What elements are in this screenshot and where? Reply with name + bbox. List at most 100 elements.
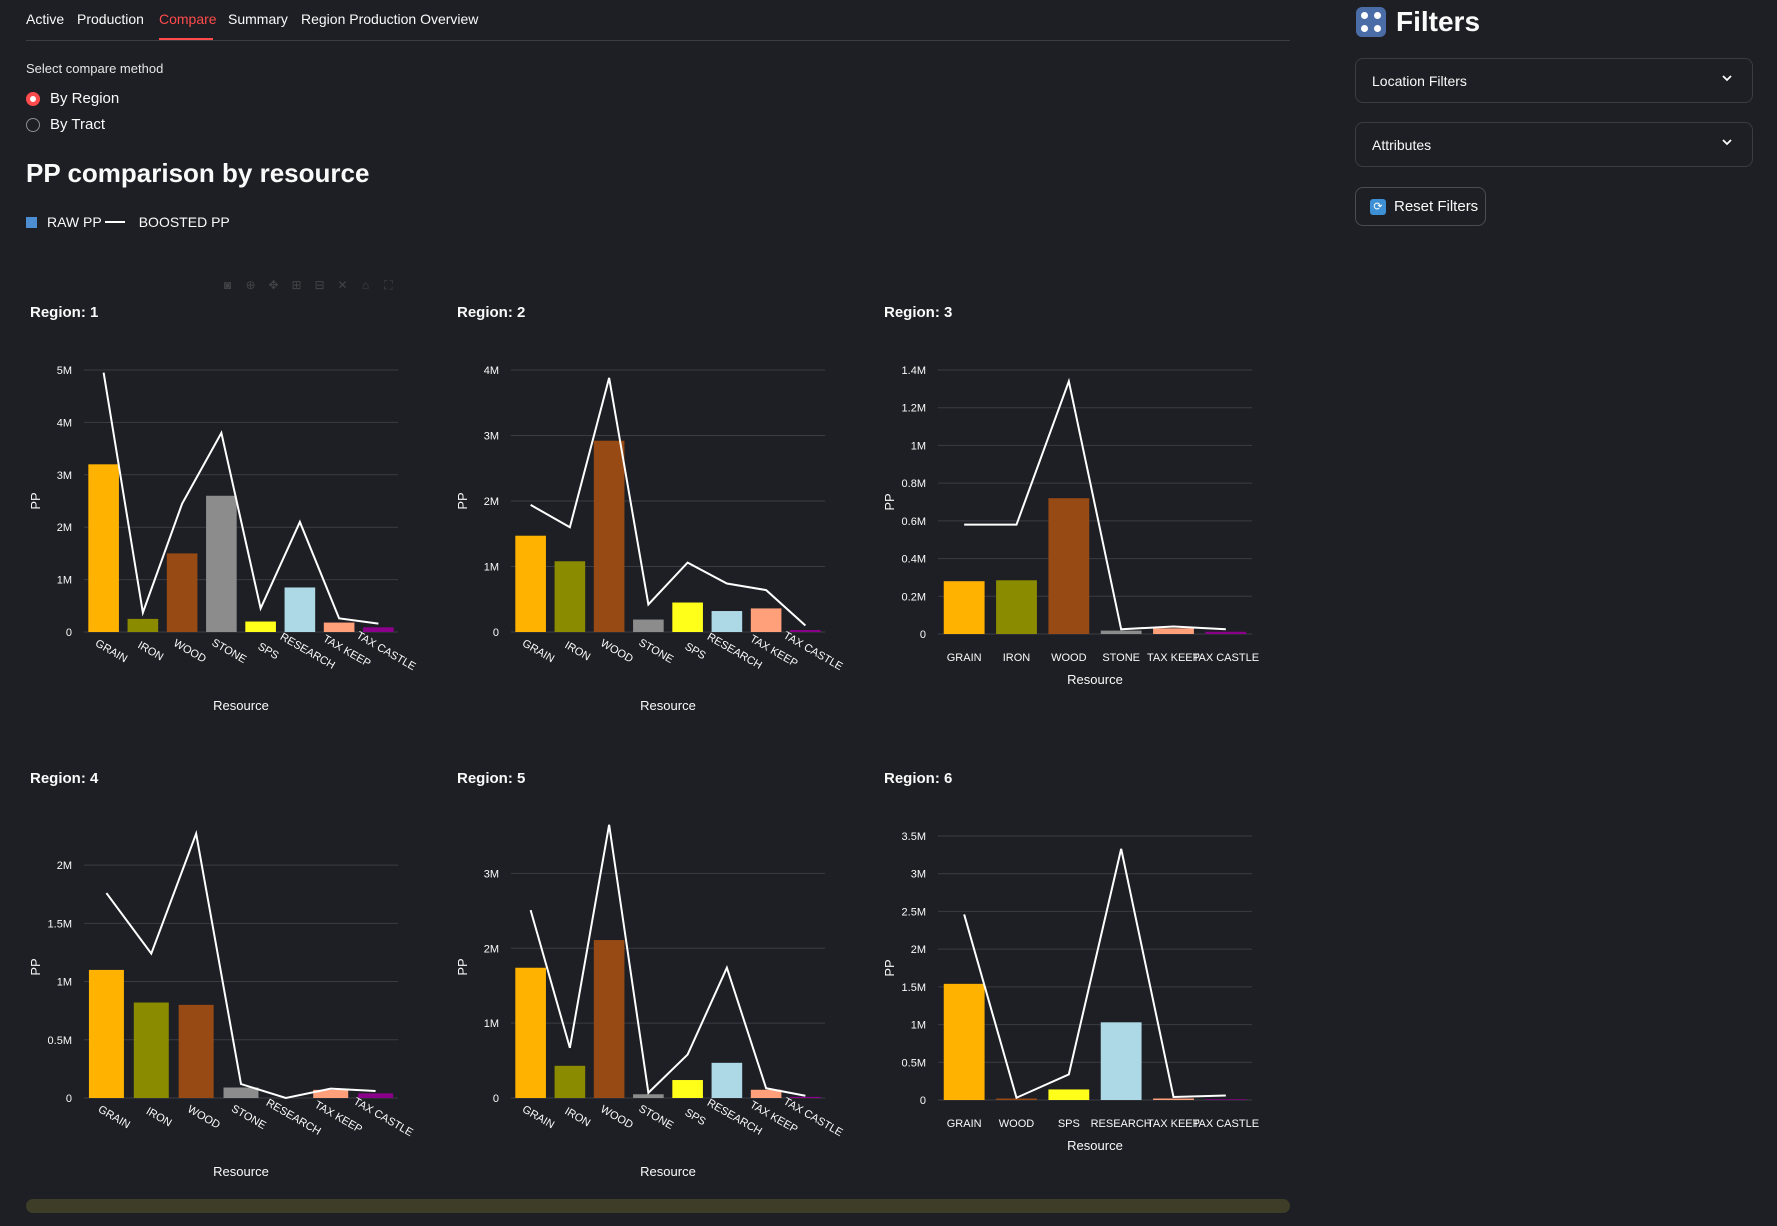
bar bbox=[1153, 1098, 1194, 1100]
bar bbox=[672, 603, 703, 632]
y-tick-label: 3.5M bbox=[902, 831, 926, 843]
y-tick-label: 1M bbox=[57, 977, 72, 989]
y-tick-label: 0 bbox=[493, 1093, 499, 1105]
y-tick-label: 1.5M bbox=[902, 982, 926, 994]
bar bbox=[1101, 1022, 1142, 1100]
x-tick-label: WOOD bbox=[171, 637, 208, 665]
home-icon[interactable]: ⌂ bbox=[358, 278, 373, 293]
y-tick-label: 2M bbox=[911, 944, 926, 956]
x-tick-label: GRAIN bbox=[93, 637, 129, 665]
y-tick-label: 2M bbox=[57, 522, 72, 534]
y-axis-label: PP bbox=[28, 958, 43, 975]
bar bbox=[89, 970, 124, 1098]
bar bbox=[515, 536, 546, 632]
fullscreen-icon[interactable]: ⛶ bbox=[381, 278, 396, 293]
x-tick-label: WOOD bbox=[999, 1118, 1034, 1130]
bar bbox=[594, 940, 625, 1098]
x-tick-label: SPS bbox=[1058, 1118, 1080, 1130]
bar bbox=[179, 1005, 214, 1098]
boosted-pp-line bbox=[104, 373, 379, 624]
bar bbox=[1205, 632, 1246, 634]
y-tick-label: 0 bbox=[493, 627, 499, 639]
chart-modebar: ◙ ⊕ ✥ ⊞ ⊟ ✕ ⌂ ⛶ bbox=[220, 278, 396, 293]
bar bbox=[712, 611, 743, 632]
bar bbox=[363, 627, 394, 632]
x-tick-label: WOOD bbox=[598, 637, 635, 665]
x-axis-label: Resource bbox=[213, 1164, 269, 1179]
y-tick-label: 1M bbox=[911, 1020, 926, 1032]
y-tick-label: 3M bbox=[57, 470, 72, 482]
bottom-banner bbox=[26, 1199, 1290, 1213]
bar bbox=[245, 622, 276, 632]
y-tick-label: 0.5M bbox=[902, 1057, 926, 1069]
bar bbox=[1205, 1099, 1246, 1100]
y-tick-label: 2.5M bbox=[902, 906, 926, 918]
x-tick-label: IRON bbox=[135, 639, 165, 663]
radio-unselected-icon bbox=[26, 118, 40, 132]
y-axis-label: PP bbox=[455, 492, 470, 509]
x-tick-label: GRAIN bbox=[947, 652, 982, 664]
pan-icon[interactable]: ✥ bbox=[266, 278, 281, 293]
zoom-out-icon[interactable]: ⊟ bbox=[312, 278, 327, 293]
y-tick-label: 0 bbox=[920, 1095, 926, 1107]
x-axis-label: Resource bbox=[213, 698, 269, 713]
radio-by-tract[interactable]: By Tract bbox=[26, 116, 105, 133]
expander-label: Attributes bbox=[1372, 137, 1431, 153]
radio-by-tract-label: By Tract bbox=[50, 116, 105, 133]
location-filters-expander[interactable]: Location Filters bbox=[1355, 58, 1753, 103]
chart-legend: RAW PP BOOSTED PP bbox=[26, 214, 230, 230]
x-tick-label: RESEARCH bbox=[264, 1097, 323, 1138]
x-tick-label: TAX CASTLE bbox=[1193, 652, 1259, 664]
bar bbox=[672, 1080, 703, 1098]
x-tick-label: SPS bbox=[683, 1107, 708, 1128]
reset-filters-label: Reset Filters bbox=[1394, 198, 1478, 215]
y-tick-label: 0.4M bbox=[902, 554, 926, 566]
y-tick-label: 0.6M bbox=[902, 516, 926, 528]
expander-label: Location Filters bbox=[1372, 73, 1467, 89]
zoom-in-icon[interactable]: ⊞ bbox=[289, 278, 304, 293]
x-tick-label: IRON bbox=[144, 1105, 174, 1129]
boosted-pp-legend-label: BOOSTED PP bbox=[139, 214, 230, 230]
y-axis-label: PP bbox=[28, 492, 43, 509]
zoom-icon[interactable]: ⊕ bbox=[243, 278, 258, 293]
bar bbox=[555, 1066, 586, 1098]
y-tick-label: 0 bbox=[66, 1093, 72, 1105]
tab-compare[interactable]: Compare bbox=[159, 11, 217, 27]
radio-by-region[interactable]: By Region bbox=[26, 90, 119, 107]
reset-filters-button[interactable]: ⟳ Reset Filters bbox=[1355, 187, 1486, 226]
y-tick-label: 1.4M bbox=[902, 365, 926, 377]
radio-by-region-label: By Region bbox=[50, 90, 119, 107]
bar bbox=[944, 581, 985, 634]
attributes-expander[interactable]: Attributes bbox=[1355, 122, 1753, 167]
bar bbox=[358, 1093, 393, 1098]
tab-region-production-overview[interactable]: Region Production Overview bbox=[301, 11, 478, 27]
x-tick-label: RESEARCH bbox=[1091, 1118, 1152, 1130]
y-tick-label: 0.2M bbox=[902, 591, 926, 603]
main-area: Active Production Compare Summary Region… bbox=[0, 0, 1300, 1206]
tab-summary[interactable]: Summary bbox=[228, 11, 288, 27]
x-tick-label: GRAIN bbox=[96, 1103, 132, 1131]
tab-active[interactable]: Active bbox=[26, 11, 64, 27]
x-tick-label: STONE bbox=[210, 637, 249, 666]
bar bbox=[224, 1088, 259, 1098]
tab-production[interactable]: Production bbox=[77, 11, 144, 27]
x-tick-label: STONE bbox=[637, 1103, 676, 1132]
x-tick-label: TAX CASTLE bbox=[1193, 1118, 1259, 1130]
y-axis-label: PP bbox=[455, 958, 470, 975]
autoscale-icon[interactable]: ✕ bbox=[335, 278, 350, 293]
y-tick-label: 4M bbox=[484, 365, 499, 377]
camera-icon[interactable]: ◙ bbox=[220, 278, 235, 293]
bar bbox=[1048, 1089, 1089, 1100]
bar bbox=[1048, 498, 1089, 634]
x-tick-label: GRAIN bbox=[520, 637, 556, 665]
boosted-pp-line bbox=[531, 825, 806, 1096]
section-title: PP comparison by resource bbox=[26, 158, 369, 189]
bar bbox=[712, 1063, 743, 1098]
y-tick-label: 0.8M bbox=[902, 478, 926, 490]
